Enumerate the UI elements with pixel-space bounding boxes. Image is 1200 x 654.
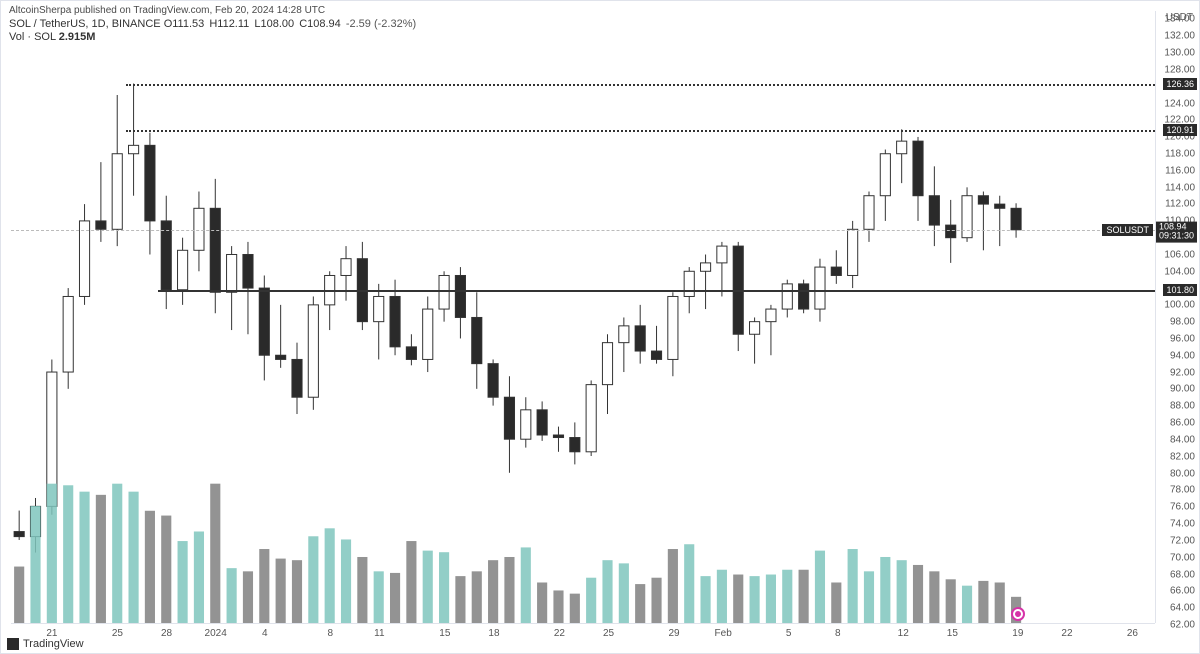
y-tick: 66.00: [1170, 586, 1195, 597]
x-tick: 5: [786, 628, 792, 639]
y-tick: 104.00: [1164, 266, 1195, 277]
y-tick: 134.00: [1164, 14, 1195, 25]
price-tag: 108.9409:31:30: [1156, 222, 1197, 243]
x-tick: 4: [262, 628, 268, 639]
y-tick: 84.00: [1170, 434, 1195, 445]
tv-label: TradingView: [23, 638, 84, 650]
price-tag: 101.80: [1163, 284, 1197, 296]
y-tick: 100.00: [1164, 300, 1195, 311]
y-tick: 90.00: [1170, 384, 1195, 395]
x-tick: 22: [1061, 628, 1072, 639]
y-tick: 114.00: [1165, 182, 1195, 193]
y-tick: 118.00: [1165, 148, 1195, 159]
x-tick: 8: [835, 628, 841, 639]
y-tick: 130.00: [1164, 48, 1195, 59]
tradingview-footer: TradingView: [7, 638, 84, 650]
x-tick: 2024: [205, 628, 227, 639]
x-tick: 8: [327, 628, 333, 639]
x-tick: 19: [1012, 628, 1023, 639]
price-tag: 120.91: [1163, 124, 1197, 136]
x-tick: 15: [439, 628, 450, 639]
x-tick: 25: [603, 628, 614, 639]
y-tick: 86.00: [1170, 418, 1195, 429]
tv-logo-icon: [7, 638, 19, 650]
chart-area[interactable]: [11, 11, 1155, 623]
snapshot-icon[interactable]: [1011, 607, 1025, 621]
y-tick: 70.00: [1170, 552, 1195, 563]
y-tick: 92.00: [1170, 367, 1195, 378]
y-tick: 68.00: [1170, 569, 1195, 580]
y-tick: 78.00: [1170, 485, 1195, 496]
x-tick: 25: [112, 628, 123, 639]
level-line: [11, 230, 1155, 231]
x-axis[interactable]: 212528202448111518222529Feb581215192226: [11, 623, 1155, 653]
y-tick: 94.00: [1170, 350, 1195, 361]
y-tick: 76.00: [1170, 502, 1195, 513]
y-tick: 64.00: [1170, 603, 1195, 614]
price-tag: 126.36: [1163, 78, 1197, 90]
y-tick: 88.00: [1170, 401, 1195, 412]
level-line: [158, 290, 1155, 292]
x-tick: 18: [488, 628, 499, 639]
y-tick: 98.00: [1170, 317, 1195, 328]
x-tick: 28: [161, 628, 172, 639]
y-tick: 106.00: [1164, 249, 1195, 260]
y-tick: 96.00: [1170, 334, 1195, 345]
candlestick-chart: [11, 11, 1155, 624]
level-line: [126, 84, 1155, 86]
y-tick: 128.00: [1164, 64, 1195, 75]
y-tick: 116.00: [1165, 165, 1195, 176]
x-tick: 26: [1127, 628, 1138, 639]
level-line: [126, 130, 1155, 132]
symbol-tag: SOLUSDT: [1102, 224, 1153, 236]
y-tick: 72.00: [1170, 535, 1195, 546]
y-tick: 62.00: [1170, 620, 1195, 631]
x-tick: Feb: [715, 628, 732, 639]
y-tick: 74.00: [1170, 519, 1195, 530]
y-tick: 124.00: [1164, 98, 1195, 109]
y-tick: 132.00: [1164, 31, 1195, 42]
y-tick: 80.00: [1170, 468, 1195, 479]
x-tick: 29: [668, 628, 679, 639]
x-tick: 22: [554, 628, 565, 639]
y-axis[interactable]: USDT 62.0064.0066.0068.0070.0072.0074.00…: [1155, 11, 1199, 623]
x-tick: 15: [947, 628, 958, 639]
x-tick: 11: [374, 628, 384, 639]
x-tick: 12: [898, 628, 909, 639]
y-tick: 82.00: [1170, 451, 1195, 462]
y-tick: 112.00: [1165, 199, 1195, 210]
